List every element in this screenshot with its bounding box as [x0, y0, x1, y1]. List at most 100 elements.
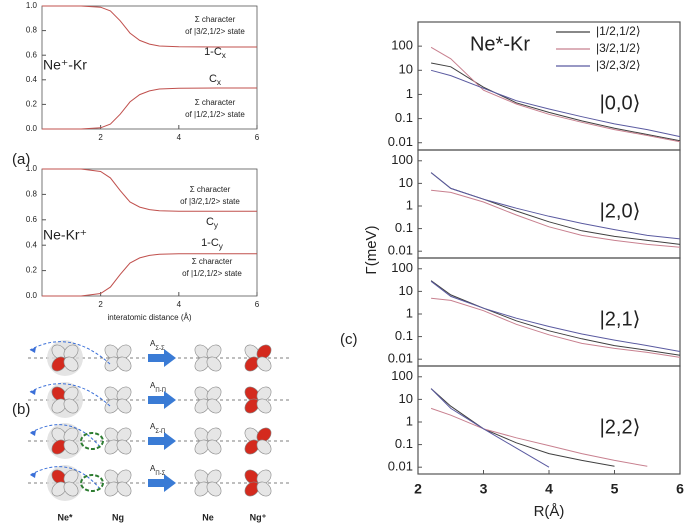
lobe [194, 427, 210, 443]
y-tick-label: 0.1 [395, 110, 413, 125]
lobe [116, 427, 132, 443]
y-tick-label: 1.0 [26, 164, 38, 173]
annotation: Cy [206, 216, 219, 230]
lobe [51, 469, 67, 485]
series-line [42, 253, 257, 297]
lobe [206, 344, 222, 360]
y-tick-label: 10 [399, 391, 413, 406]
lobe [206, 356, 222, 372]
lobe [206, 386, 222, 402]
halo [47, 340, 83, 376]
column-label: Ne [202, 512, 214, 522]
x-tick-label: 2 [98, 300, 103, 309]
lobe [206, 469, 222, 485]
plot-frame [41, 5, 258, 130]
legend-label: |3/2,1/2⟩ [596, 41, 641, 55]
orbital [104, 386, 132, 414]
orbital [244, 469, 272, 497]
annotation-sub: y [214, 221, 219, 230]
lobe [244, 386, 260, 402]
orbital [194, 344, 222, 372]
series-line [42, 168, 257, 212]
y-tick-label: 1 [406, 413, 413, 428]
y-tick-label: 0.8 [26, 190, 38, 199]
electron-arrow [30, 472, 36, 478]
lobe [206, 398, 222, 414]
y-tick-label: 100 [391, 152, 413, 167]
lobe [63, 439, 79, 455]
annotation-sub: y [219, 242, 224, 251]
lobe [194, 439, 210, 455]
annotation: 1-Cy [201, 237, 224, 251]
transition-arrow [148, 391, 176, 409]
lobe [104, 386, 120, 402]
orbital [244, 427, 272, 455]
y-tick-label: 0.01 [388, 351, 413, 366]
x-tick-label: 6 [255, 300, 260, 309]
lobe [256, 344, 272, 360]
annotation-main: of |3/2,1/2> state [180, 197, 240, 206]
y-tick-label: 100 [391, 38, 413, 53]
transition-label-main: A [150, 381, 156, 390]
y-tick-label: 0.4 [26, 75, 38, 84]
column-label: Ng [112, 512, 124, 522]
annotation-main: of |3/2,1/2> state [185, 27, 245, 36]
transition-label-sub: Π-Π [155, 388, 166, 394]
transition-label-main: A [150, 422, 156, 431]
annotation-main: 1-C [204, 46, 222, 58]
lobe [194, 344, 210, 360]
transition-arrow [148, 474, 176, 492]
plot-frame [417, 149, 681, 259]
orbital [244, 344, 272, 372]
lobe [63, 469, 79, 485]
transition-label: AΣ-Π [150, 422, 165, 434]
lobe [104, 344, 120, 360]
transition-label-main: A [150, 339, 156, 348]
lobe [256, 469, 272, 485]
halo [47, 382, 83, 418]
electron-arrow [30, 430, 36, 436]
annotation: of |1/2,1/2> state [185, 110, 245, 119]
lobe [51, 398, 67, 414]
orbital [104, 469, 132, 497]
lobe [206, 427, 222, 443]
y-tick-label: 0.6 [26, 50, 38, 59]
electron-path [29, 383, 111, 407]
state-label: |2,2⟩ [600, 416, 641, 438]
halo [47, 465, 83, 501]
lobe [51, 439, 67, 455]
state-label: |2,0⟩ [600, 200, 641, 222]
series-line [430, 280, 681, 352]
lobe [51, 481, 67, 497]
annotation-main: C [209, 73, 217, 85]
y-tick-label: 0.8 [26, 26, 38, 35]
annotation-main: of |1/2,1/2> state [185, 110, 245, 119]
lobe [194, 386, 210, 402]
lobe [51, 344, 67, 360]
lobe [63, 344, 79, 360]
orbital [104, 344, 132, 372]
plot-frame [417, 365, 681, 475]
lobe [104, 427, 120, 443]
lobe [244, 427, 260, 443]
lobe [51, 427, 67, 443]
lobe [116, 481, 132, 497]
transfer-loop [80, 432, 104, 450]
annotation-main: Σ character [192, 257, 233, 266]
x-tick-label: 4 [177, 300, 182, 309]
y-tick-label: 0.1 [395, 220, 413, 235]
electron-arrow [30, 389, 36, 395]
lobe [244, 481, 260, 497]
series-line [430, 172, 681, 240]
annotation: Σ character [192, 257, 233, 266]
chart-title: Ne⁺-Kr [43, 57, 87, 73]
transition-label-sub: Π-Σ [155, 471, 165, 477]
lobe [104, 469, 120, 485]
annotation-main: Σ character [190, 185, 231, 194]
x-tick-label: 6 [255, 133, 260, 142]
series-line [42, 5, 257, 48]
lobe [63, 427, 79, 443]
lobe [104, 356, 120, 372]
